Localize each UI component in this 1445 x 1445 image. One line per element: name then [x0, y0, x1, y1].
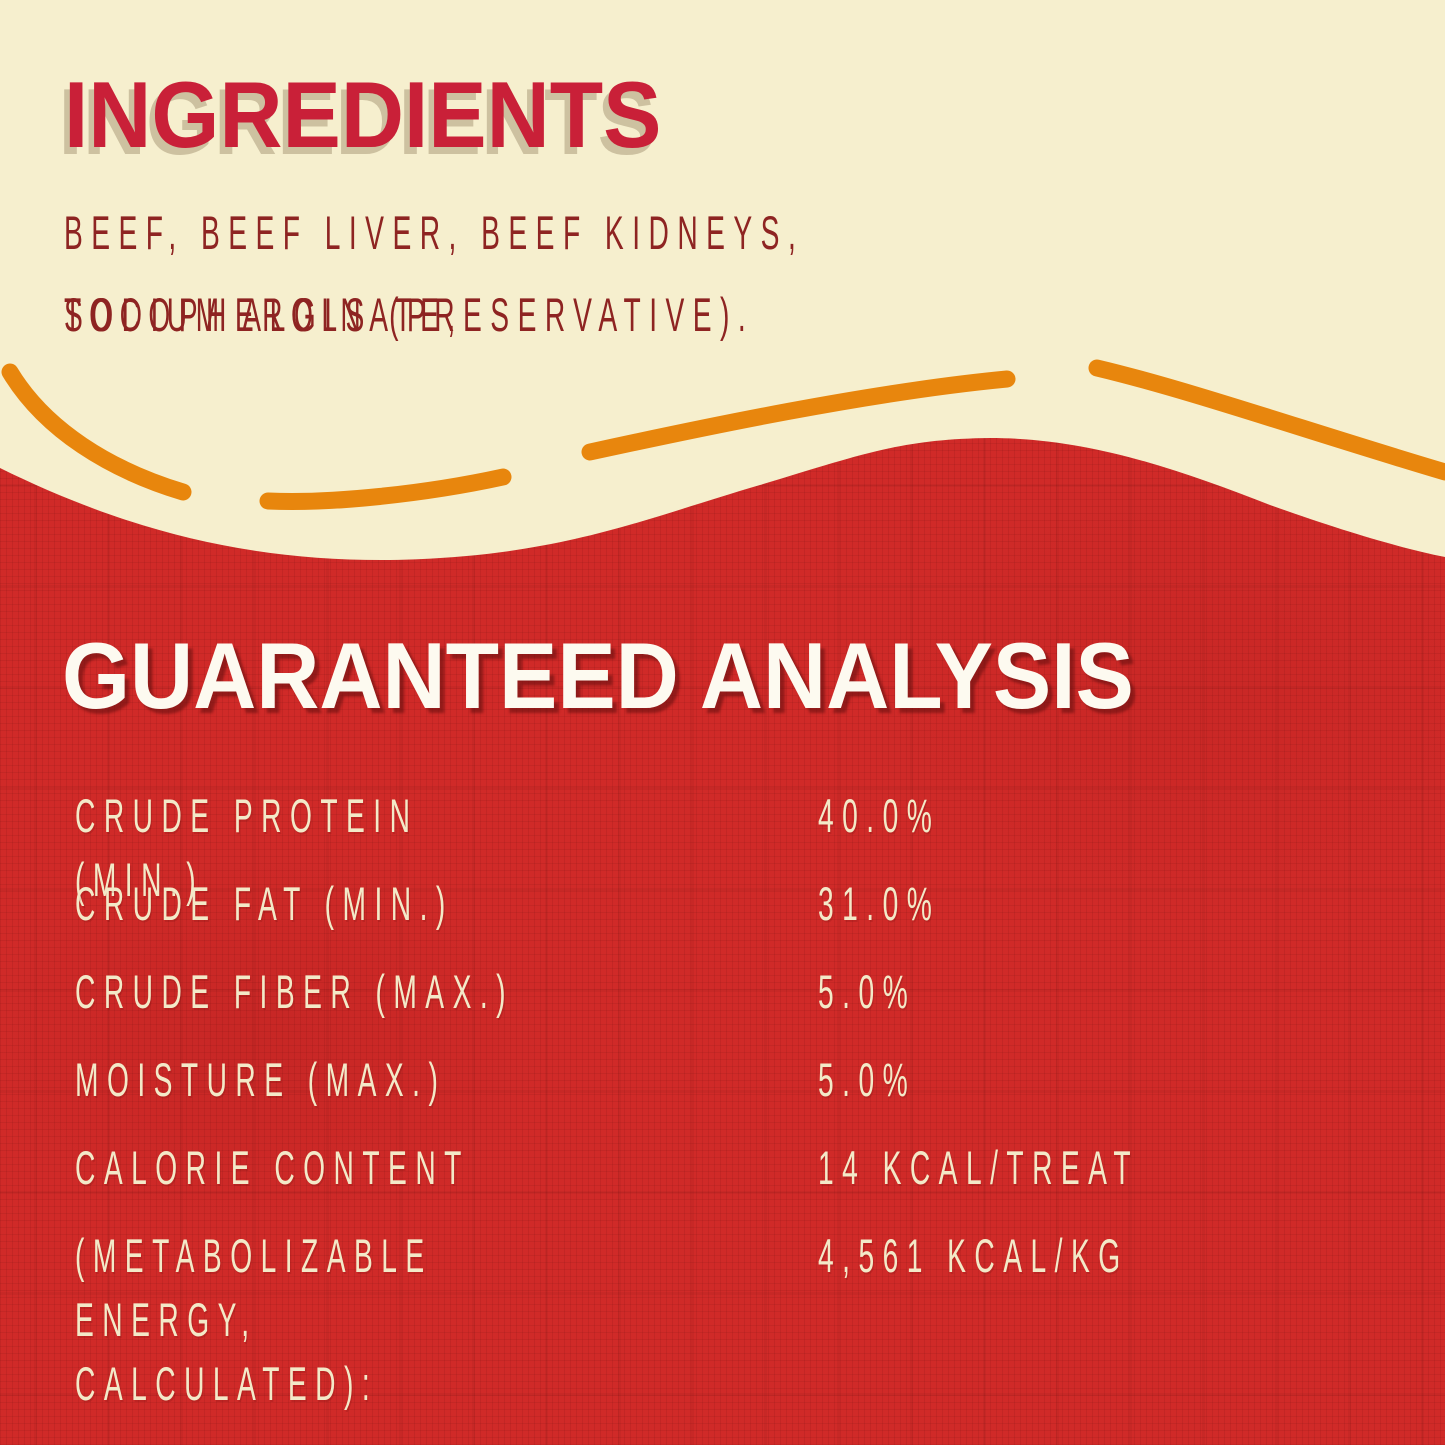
analysis-row-label-cell: CRUDE FAT (MIN.) — [75, 872, 818, 936]
analysis-row-label-cell: CRUDE FIBER (MAX.) — [75, 960, 818, 1024]
analysis-row-value: 14 KCAL/TREAT — [818, 1141, 1140, 1194]
analysis-row: CRUDE FAT (MIN.) 31.0% — [75, 872, 1395, 960]
analysis-row-value: 4,561 KCAL/KG — [818, 1229, 1129, 1282]
analysis-row-label-cell: MOISTURE (MAX.) — [75, 1048, 818, 1112]
analysis-row-label: CALORIE CONTENT — [75, 1141, 470, 1194]
orange-dash-stroke-3 — [581, 370, 1016, 461]
analysis-row-value: 40.0% — [818, 789, 941, 842]
guaranteed-analysis-heading-text: GUARANTEED ANALYSIS — [62, 623, 1134, 728]
analysis-row-label-cell: (METABOLIZABLE ENERGY, CALCULATED): — [75, 1224, 818, 1416]
analysis-row: MOISTURE (MAX.) 5.0% — [75, 1048, 1395, 1136]
analysis-row: (METABOLIZABLE ENERGY, CALCULATED): 4,56… — [75, 1224, 1395, 1416]
analysis-row: CRUDE FIBER (MAX.) 5.0% — [75, 960, 1395, 1048]
analysis-row-label: CRUDE PROTEIN (MIN.) — [75, 789, 419, 906]
analysis-row-value-cell: 5.0% — [818, 960, 1395, 1024]
orange-dash-stroke-4 — [1088, 359, 1445, 481]
analysis-row-label-cell: CRUDE PROTEIN (MIN.) — [75, 784, 818, 912]
ingredients-heading: INGREDIENTS — [64, 65, 706, 165]
analysis-row-value-cell: 40.0% — [818, 784, 1395, 848]
guaranteed-analysis-heading: GUARANTEED ANALYSIS — [62, 626, 1215, 726]
analysis-row-label: MOISTURE (MAX.) — [75, 1053, 447, 1106]
analysis-row: CALORIE CONTENT 14 KCAL/TREAT — [75, 1136, 1395, 1224]
orange-dash-stroke-1 — [1, 363, 192, 501]
analysis-row-value-cell: 14 KCAL/TREAT — [818, 1136, 1395, 1200]
analysis-table: CRUDE PROTEIN (MIN.) 40.0% CRUDE FAT (MI… — [75, 784, 1395, 1416]
analysis-row-label-cell: CALORIE CONTENT — [75, 1136, 818, 1200]
ingredients-heading-text: INGREDIENTS — [64, 62, 662, 167]
analysis-row-value-cell: 4,561 KCAL/KG — [818, 1224, 1395, 1288]
analysis-row-label: (METABOLIZABLE ENERGY, CALCULATED): — [75, 1229, 433, 1410]
ingredients-line-2: TOCOPHEROLS (PRESERVATIVE). — [64, 288, 755, 341]
analysis-row-value: 5.0% — [818, 1053, 917, 1106]
orange-dash-stroke-2 — [259, 468, 512, 511]
analysis-row-value-cell: 5.0% — [818, 1048, 1395, 1112]
analysis-row-label: CRUDE FAT (MIN.) — [75, 877, 454, 930]
analysis-row: CRUDE PROTEIN (MIN.) 40.0% — [75, 784, 1395, 906]
analysis-row-value: 31.0% — [818, 877, 941, 930]
analysis-row-value: 5.0% — [818, 965, 917, 1018]
analysis-row-label: CRUDE FIBER (MAX.) — [75, 965, 514, 1018]
analysis-row-value-cell: 31.0% — [818, 872, 1395, 936]
ingredients-line-1: BEEF, BEEF LIVER, BEEF KIDNEYS, SODIUM A… — [64, 206, 805, 341]
ingredients-list: BEEF, BEEF LIVER, BEEF KIDNEYS, SODIUM A… — [64, 192, 1445, 356]
